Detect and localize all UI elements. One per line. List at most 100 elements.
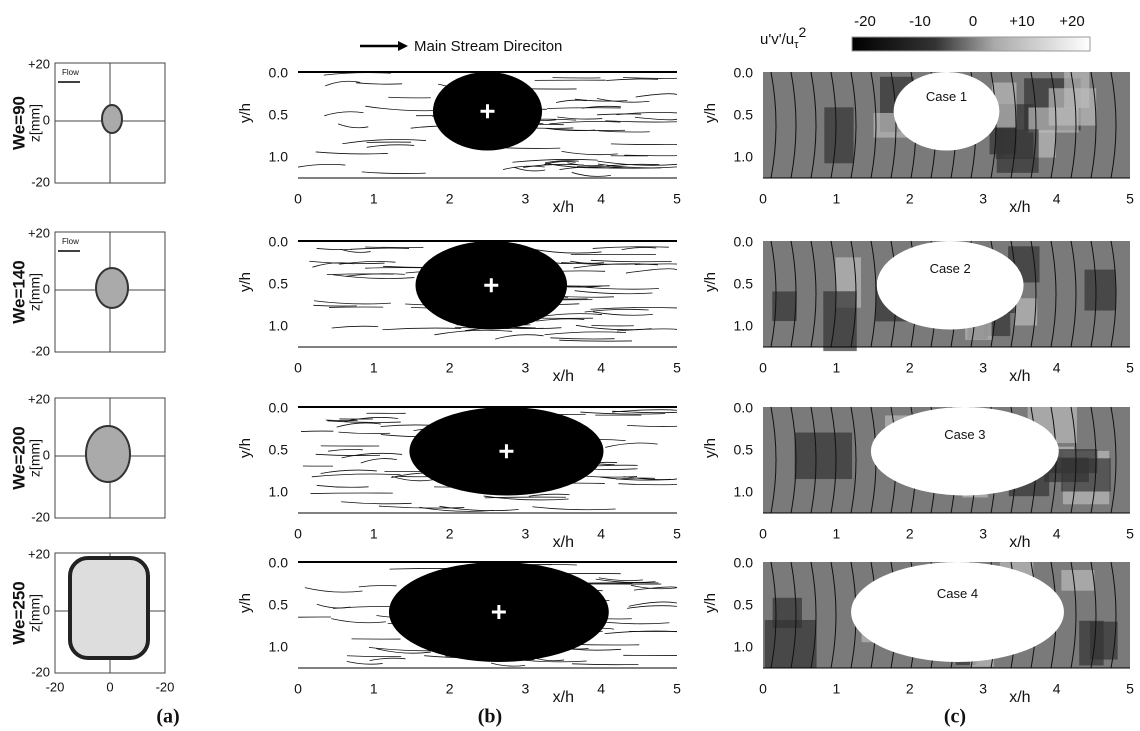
streamline bbox=[597, 163, 678, 169]
streamline bbox=[592, 311, 653, 316]
streamline bbox=[634, 263, 678, 265]
streamline bbox=[545, 160, 579, 164]
x-tick-label: 5 bbox=[673, 360, 681, 376]
case-label: Case 4 bbox=[937, 586, 978, 601]
drop bbox=[101, 104, 123, 134]
streamline bbox=[512, 159, 598, 163]
colorbar-label: u'v'/uτ2 bbox=[760, 24, 806, 51]
profile bbox=[770, 561, 777, 669]
streamline bbox=[543, 161, 576, 166]
shade bbox=[823, 291, 857, 352]
streamline bbox=[627, 424, 678, 427]
x-tick-label: 1 bbox=[370, 526, 378, 542]
streamline bbox=[628, 601, 678, 607]
streamline bbox=[634, 116, 678, 121]
streamline bbox=[350, 247, 410, 250]
streamline bbox=[301, 430, 334, 432]
streamline bbox=[361, 171, 426, 174]
shade bbox=[1047, 449, 1098, 474]
x-tick-label: 3 bbox=[522, 681, 530, 697]
x-tick-label: 0 bbox=[759, 681, 767, 697]
streamline bbox=[338, 431, 391, 434]
streamline bbox=[315, 151, 388, 155]
streamline bbox=[391, 476, 434, 482]
profile bbox=[810, 71, 817, 179]
streamline bbox=[388, 96, 431, 99]
profile bbox=[1090, 240, 1097, 348]
x-tick-label: 5 bbox=[673, 681, 681, 697]
y-tick-label: 0 bbox=[43, 447, 50, 462]
streamline bbox=[346, 661, 383, 665]
profile bbox=[870, 240, 877, 348]
streamline bbox=[592, 246, 669, 249]
bubble bbox=[876, 241, 1024, 330]
y-tick-label: 0.5 bbox=[734, 442, 754, 458]
x-tick-label: 3 bbox=[522, 360, 530, 376]
streamline bbox=[596, 98, 650, 103]
streamline bbox=[605, 120, 678, 123]
profile bbox=[770, 406, 777, 514]
streamline bbox=[625, 268, 678, 274]
streamline bbox=[618, 483, 678, 486]
y-tick-label: 1.0 bbox=[269, 318, 289, 334]
panel-label: (b) bbox=[478, 706, 502, 728]
streamline-field bbox=[298, 240, 678, 347]
y-tick-label: 0.0 bbox=[734, 400, 754, 416]
streamline bbox=[536, 318, 585, 322]
y-tick-label: 0.0 bbox=[734, 234, 754, 250]
shade bbox=[1061, 570, 1095, 591]
x-tick-label: 3 bbox=[522, 191, 530, 207]
x-tick-label: 5 bbox=[1126, 681, 1134, 697]
x-tick-label: 0 bbox=[294, 360, 302, 376]
colorbar-tick: 0 bbox=[969, 13, 977, 30]
streamline bbox=[382, 327, 462, 331]
y-axis-label: y/h bbox=[237, 272, 254, 292]
y-axis-label: z[mm] bbox=[27, 104, 43, 142]
profile bbox=[1070, 240, 1077, 348]
streamline bbox=[369, 657, 406, 662]
streamline bbox=[328, 448, 363, 452]
y-tick-label: 0.5 bbox=[734, 276, 754, 292]
streamline bbox=[326, 273, 394, 276]
profile bbox=[890, 71, 897, 179]
profile bbox=[850, 240, 857, 348]
stress-field bbox=[763, 71, 1130, 179]
streamline bbox=[342, 139, 426, 145]
y-tick-label: 0.0 bbox=[269, 234, 289, 250]
streamline bbox=[341, 501, 412, 505]
streamline bbox=[574, 290, 653, 295]
streamline bbox=[557, 116, 603, 120]
y-tick-label: -20 bbox=[31, 509, 50, 524]
streamline bbox=[366, 144, 415, 148]
x-tick-label: 0 bbox=[294, 191, 302, 207]
x-tick-label: 1 bbox=[833, 360, 841, 376]
shade bbox=[824, 107, 854, 164]
stress-field bbox=[763, 561, 1130, 669]
x-tick-label: 5 bbox=[673, 526, 681, 542]
y-axis-label: y/h bbox=[237, 438, 254, 458]
streamline bbox=[341, 452, 403, 459]
y-axis-label: y/h bbox=[702, 272, 719, 292]
y-tick-label: 0.5 bbox=[269, 276, 289, 292]
x-tick-label: 4 bbox=[1053, 360, 1061, 376]
shade bbox=[794, 432, 853, 480]
profile bbox=[1030, 240, 1037, 348]
x-axis-label: x/h bbox=[553, 368, 574, 385]
x-tick-label: 5 bbox=[1126, 191, 1134, 207]
y-tick-label: 0.5 bbox=[269, 442, 289, 458]
streamline bbox=[630, 584, 677, 590]
streamline bbox=[559, 339, 632, 342]
x-tick-label: 0 bbox=[759, 360, 767, 376]
x-tick-label: 3 bbox=[979, 191, 987, 207]
streamline bbox=[561, 150, 618, 156]
y-tick-label: 1.0 bbox=[734, 318, 754, 334]
streamline bbox=[336, 422, 381, 428]
y-axis-label: z[mm] bbox=[27, 439, 43, 477]
streamline bbox=[575, 324, 652, 331]
streamline bbox=[597, 113, 642, 116]
streamline bbox=[316, 248, 353, 251]
streamline bbox=[325, 419, 358, 422]
colorbar bbox=[851, 36, 1091, 52]
x-axis-label: x/h bbox=[1009, 534, 1030, 551]
streamline bbox=[483, 495, 569, 501]
